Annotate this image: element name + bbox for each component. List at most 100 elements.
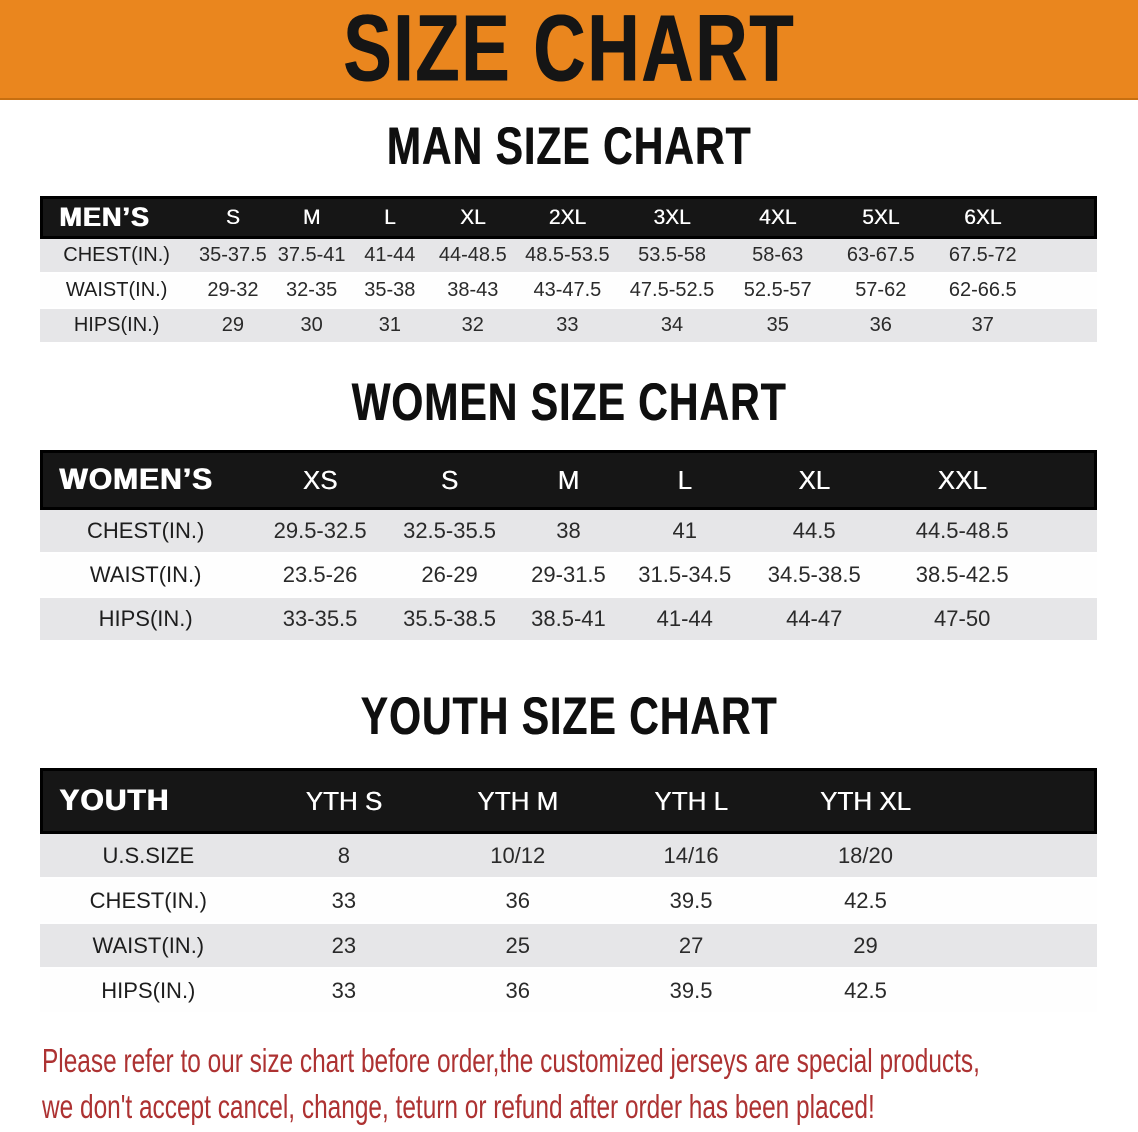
size-value-cell: 41 <box>626 510 743 552</box>
size-header-cell: XL <box>742 450 886 510</box>
size-value-cell: 44.5 <box>742 510 886 552</box>
size-value-cell: 44-47 <box>742 596 886 640</box>
women-section-title: WOMEN SIZE CHART <box>351 372 787 432</box>
youth-size-table: YOUTH YTH S YTH M YTH L YTH XL U.S.SIZE … <box>40 768 1097 1012</box>
women-size-table: WOMEN’S XS S M L XL XXL CHEST(IN.) 29.5-… <box>40 450 1097 640</box>
size-value-cell: 29-32 <box>193 272 273 307</box>
size-value-cell: 44.5-48.5 <box>885 510 1039 552</box>
youth-corner-label: YOUTH <box>40 768 257 834</box>
size-header-cell: YTH XL <box>777 768 954 834</box>
cell-filler <box>953 922 1097 967</box>
size-value-cell: 33 <box>256 877 432 922</box>
size-value-cell: 35 <box>725 307 830 342</box>
size-value-cell: 57-62 <box>829 272 933 307</box>
size-header-cell: 4XL <box>725 196 830 239</box>
size-value-cell: 52.5-57 <box>725 272 830 307</box>
cell-filler <box>953 834 1097 877</box>
youth-hips-row: HIPS(IN.) 33 36 39.5 42.5 <box>40 967 1097 1012</box>
size-value-cell: 23.5-26 <box>251 552 389 596</box>
size-value-cell: 29 <box>777 922 954 967</box>
size-value-cell: 10/12 <box>431 834 605 877</box>
row-label: HIPS(IN.) <box>40 967 257 1012</box>
size-value-cell: 33 <box>516 307 619 342</box>
size-value-cell: 29.5-32.5 <box>251 510 389 552</box>
size-value-cell: 14/16 <box>604 834 778 877</box>
size-value-cell: 38.5-42.5 <box>885 552 1039 596</box>
men-chest-row: CHEST(IN.) 35-37.5 37.5-41 41-44 44-48.5… <box>40 239 1097 272</box>
size-value-cell: 34 <box>618 307 726 342</box>
size-value-cell: 32.5-35.5 <box>388 510 511 552</box>
size-value-cell: 58-63 <box>725 239 830 272</box>
youth-section-title: YOUTH SIZE CHART <box>360 686 778 746</box>
size-value-cell: 27 <box>604 922 778 967</box>
women-corner-label: WOMEN’S <box>40 450 252 510</box>
youth-ussize-row: U.S.SIZE 8 10/12 14/16 18/20 <box>40 834 1097 877</box>
youth-waist-row: WAIST(IN.) 23 25 27 29 <box>40 922 1097 967</box>
youth-header-row: YOUTH YTH S YTH M YTH L YTH XL <box>40 768 1097 834</box>
size-value-cell: 47-50 <box>885 596 1039 640</box>
men-section-title: MAN SIZE CHART <box>386 116 752 176</box>
cell-filler <box>1038 596 1097 640</box>
cell-filler <box>1033 307 1097 342</box>
size-value-cell: 36 <box>431 967 605 1012</box>
row-label: WAIST(IN.) <box>40 552 252 596</box>
size-header-cell: XXL <box>885 450 1039 510</box>
size-header-cell: 6XL <box>932 196 1034 239</box>
row-label: CHEST(IN.) <box>40 877 257 922</box>
men-corner-label: MEN’S <box>40 196 194 239</box>
men-waist-row: WAIST(IN.) 29-32 32-35 35-38 38-43 43-47… <box>40 272 1097 307</box>
women-waist-row: WAIST(IN.) 23.5-26 26-29 29-31.5 31.5-34… <box>40 552 1097 596</box>
size-value-cell: 26-29 <box>388 552 511 596</box>
size-value-cell: 35-37.5 <box>193 239 273 272</box>
cell-filler <box>1038 552 1097 596</box>
row-label: CHEST(IN.) <box>40 239 194 272</box>
size-value-cell: 33-35.5 <box>251 596 389 640</box>
size-value-cell: 36 <box>431 877 605 922</box>
size-value-cell: 31.5-34.5 <box>626 552 743 596</box>
size-value-cell: 48.5-53.5 <box>516 239 619 272</box>
cell-filler <box>953 967 1097 1012</box>
size-header-cell: L <box>350 196 429 239</box>
size-value-cell: 23 <box>256 922 432 967</box>
size-value-cell: 25 <box>431 922 605 967</box>
size-value-cell: 37.5-41 <box>272 239 351 272</box>
size-value-cell: 42.5 <box>777 967 954 1012</box>
size-value-cell: 30 <box>272 307 351 342</box>
size-value-cell: 38-43 <box>428 272 517 307</box>
men-size-table: MEN’S S M L XL 2XL 3XL 4XL 5XL 6XL CHEST… <box>40 196 1097 342</box>
women-header-row: WOMEN’S XS S M L XL XXL <box>40 450 1097 510</box>
size-header-cell: 2XL <box>516 196 619 239</box>
size-header-cell: S <box>388 450 511 510</box>
women-chest-row: CHEST(IN.) 29.5-32.5 32.5-35.5 38 41 44.… <box>40 510 1097 552</box>
size-value-cell: 44-48.5 <box>428 239 517 272</box>
size-header-cell: XL <box>428 196 517 239</box>
banner-title: SIZE CHART <box>343 0 795 102</box>
banner: SIZE CHART <box>0 0 1138 100</box>
disclaimer-line-1: Please refer to our size chart before or… <box>42 1042 980 1079</box>
size-value-cell: 53.5-58 <box>618 239 726 272</box>
size-header-cell: 3XL <box>618 196 726 239</box>
size-value-cell: 18/20 <box>777 834 954 877</box>
row-label: HIPS(IN.) <box>40 596 252 640</box>
cell-filler <box>1033 272 1097 307</box>
size-header-cell: 5XL <box>829 196 933 239</box>
youth-chest-row: CHEST(IN.) 33 36 39.5 42.5 <box>40 877 1097 922</box>
men-hips-row: HIPS(IN.) 29 30 31 32 33 34 35 36 37 <box>40 307 1097 342</box>
size-value-cell: 41-44 <box>626 596 743 640</box>
header-filler <box>1038 450 1097 510</box>
size-value-cell: 36 <box>829 307 933 342</box>
size-value-cell: 35-38 <box>350 272 429 307</box>
cell-filler <box>1038 510 1097 552</box>
size-value-cell: 35.5-38.5 <box>388 596 511 640</box>
row-label: WAIST(IN.) <box>40 922 257 967</box>
size-header-cell: L <box>626 450 743 510</box>
row-label: U.S.SIZE <box>40 834 257 877</box>
cell-filler <box>1033 239 1097 272</box>
size-value-cell: 67.5-72 <box>932 239 1034 272</box>
size-value-cell: 63-67.5 <box>829 239 933 272</box>
row-label: WAIST(IN.) <box>40 272 194 307</box>
size-header-cell: XS <box>251 450 389 510</box>
size-value-cell: 32 <box>428 307 517 342</box>
size-value-cell: 29 <box>193 307 273 342</box>
